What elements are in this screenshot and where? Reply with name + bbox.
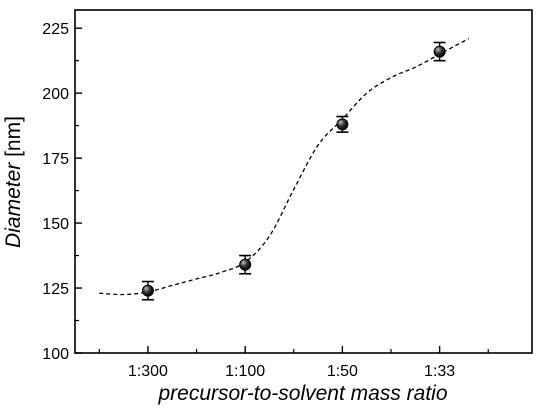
x-axis: 1:300 1:100 1:50 1:33	[98, 346, 489, 380]
y-axis-title-unit: [nm]	[2, 116, 25, 157]
data-point	[336, 118, 349, 131]
data-point	[239, 258, 252, 271]
plot-frame	[74, 9, 533, 354]
y-tick-label: 225	[42, 21, 69, 38]
data-point	[141, 284, 154, 297]
x-tick-label: 1:33	[424, 363, 455, 380]
fit-curve	[99, 38, 470, 296]
y-tick-label: 150	[42, 216, 69, 233]
x-tick-label: 1:300	[128, 363, 168, 380]
data-points-layer	[141, 41, 446, 301]
fit-curve-layer	[99, 38, 470, 296]
x-tick-label: 1:50	[327, 363, 358, 380]
y-axis-title-name: Diameter	[2, 162, 25, 248]
y-axis-title: Diameter [nm]	[2, 116, 25, 248]
x-axis-title: precursor-to-solvent mass ratio	[157, 382, 447, 405]
data-point	[433, 45, 446, 58]
y-tick-label: 175	[42, 151, 69, 168]
y-axis: 100 125 150 175 200 225	[42, 21, 82, 363]
y-tick-label: 100	[42, 346, 69, 363]
x-tick-label: 1:100	[225, 363, 265, 380]
y-tick-label: 125	[42, 281, 69, 298]
y-tick-label: 200	[42, 86, 69, 103]
